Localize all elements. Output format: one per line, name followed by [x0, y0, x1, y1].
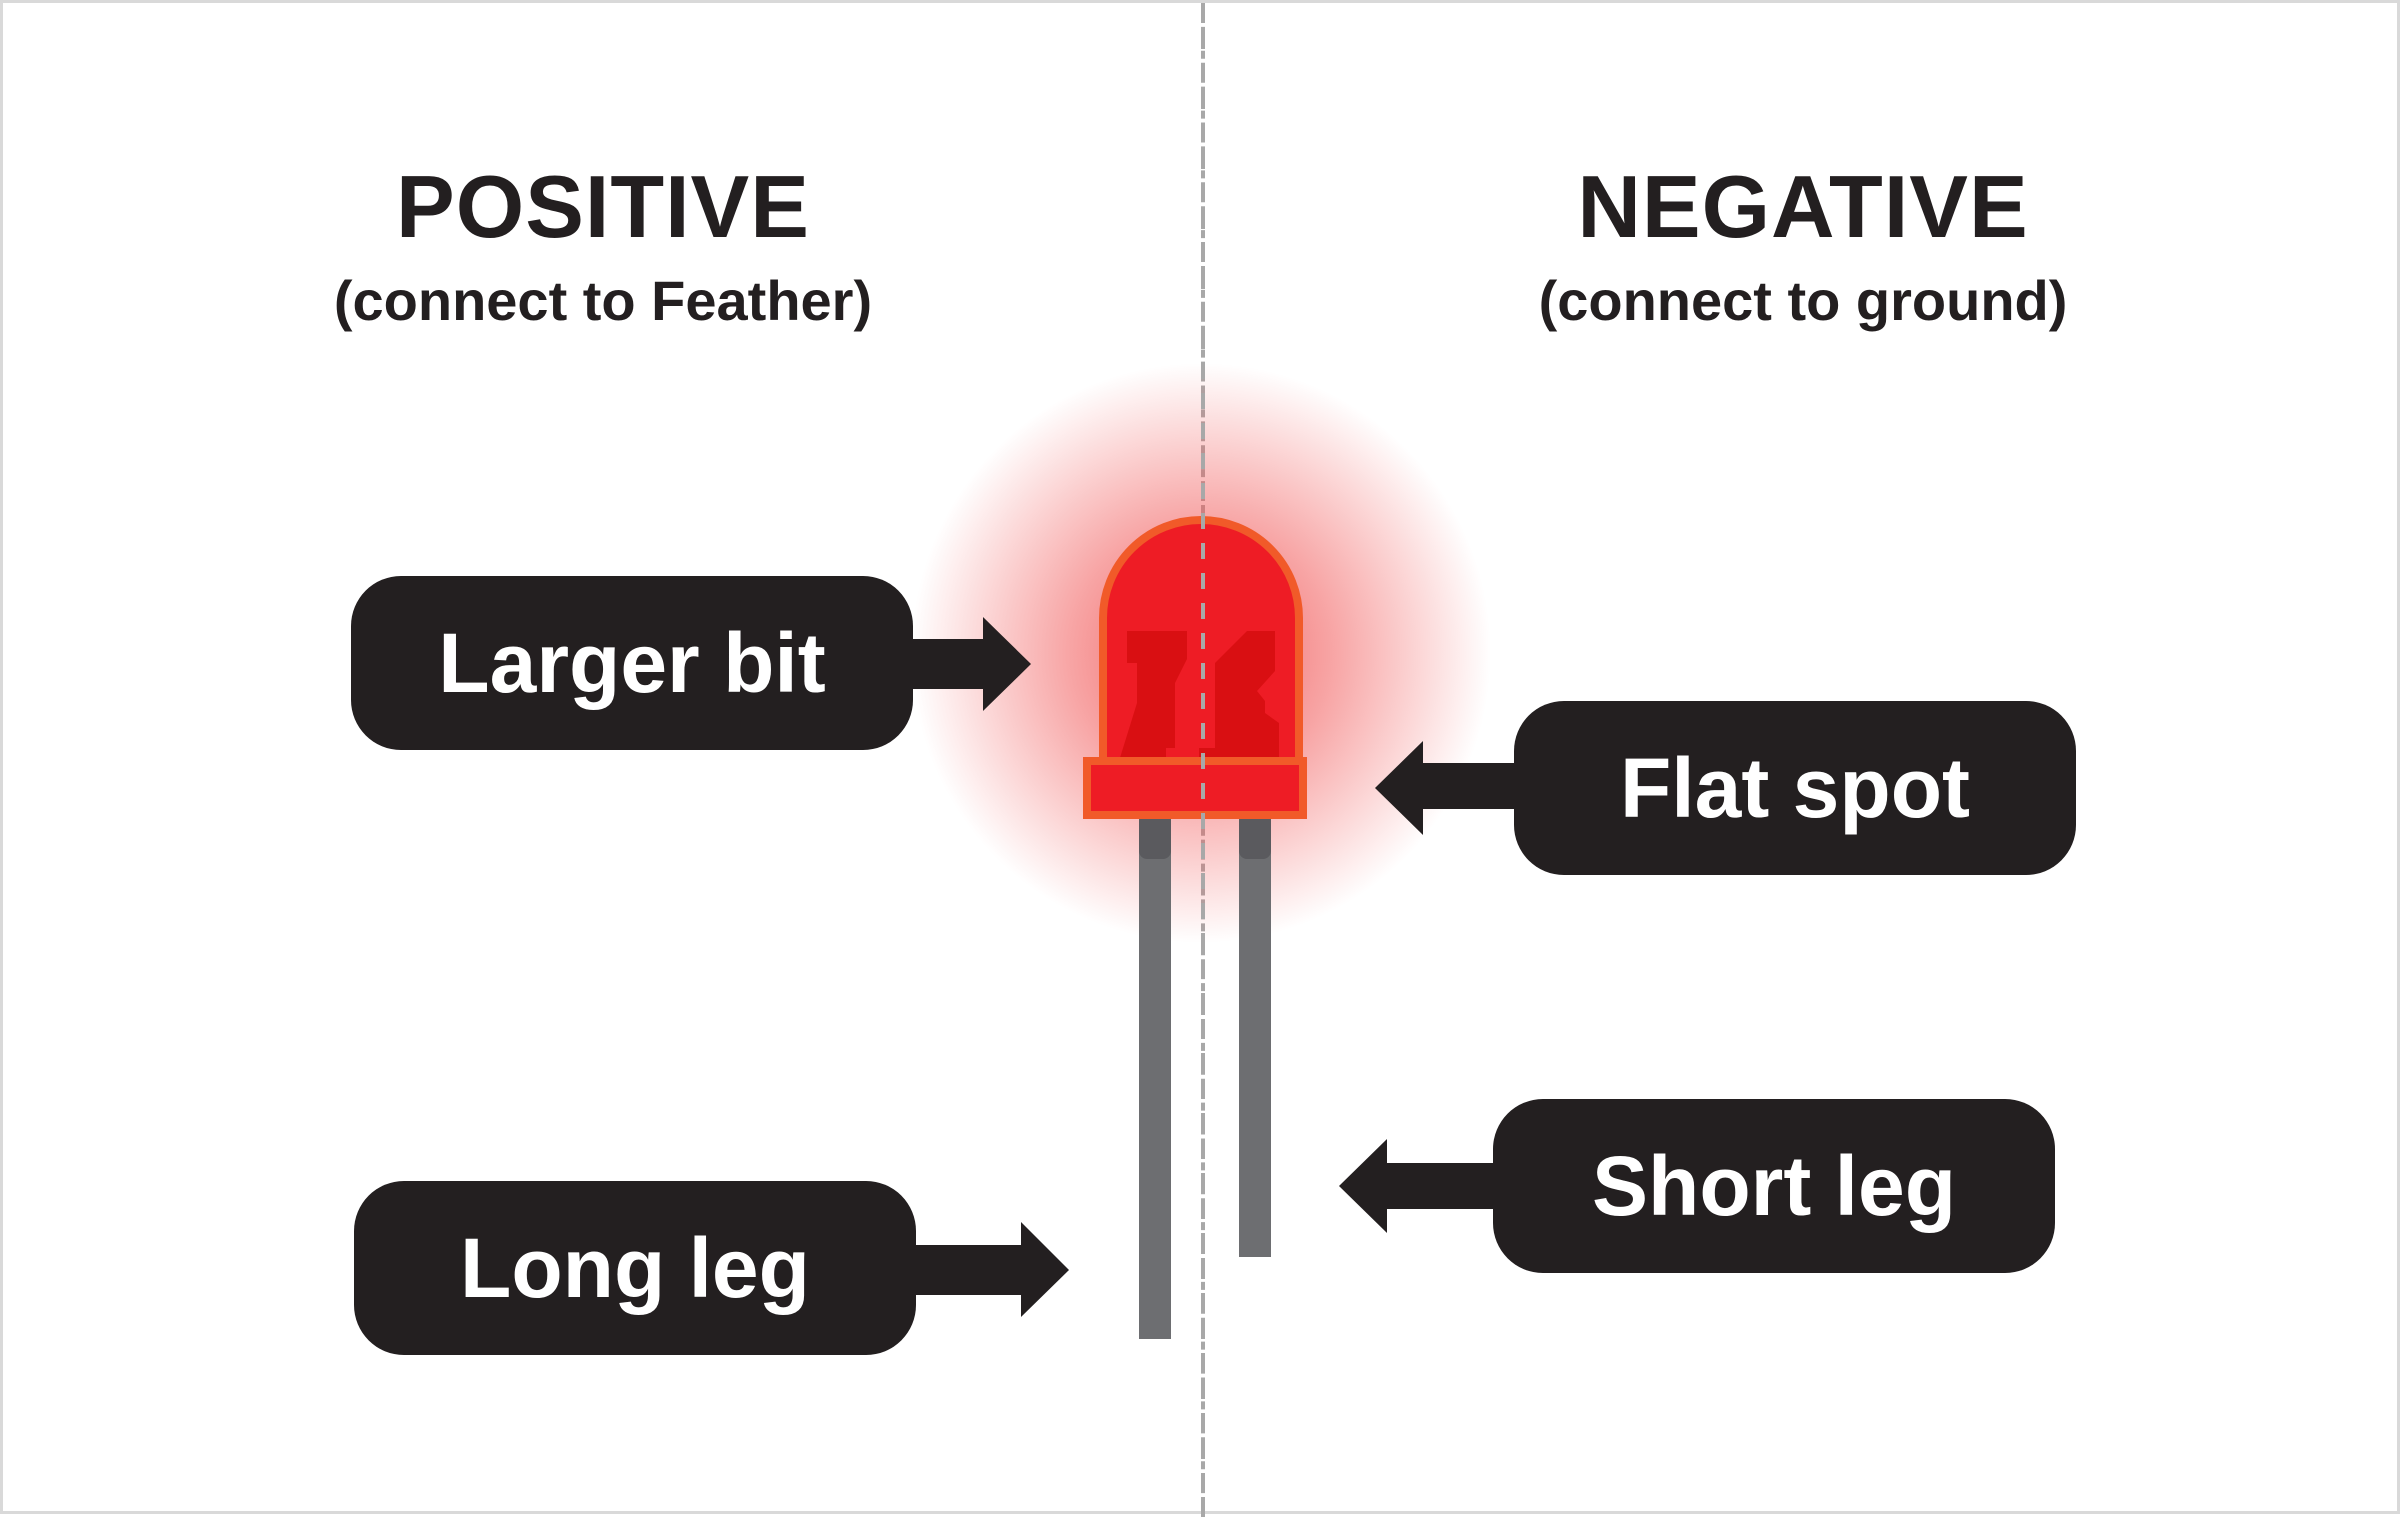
arrow-right-icon — [913, 1222, 1069, 1317]
negative-subtitle: (connect to ground) — [1538, 269, 2068, 332]
arrow-left-icon — [1339, 1139, 1497, 1233]
arrow-right-icon — [908, 617, 1031, 711]
callout-larger-bit: Larger bit — [351, 576, 913, 750]
negative-title: NEGATIVE — [1577, 157, 2029, 256]
led-rim — [1083, 757, 1307, 819]
red-led-icon — [1083, 516, 1307, 819]
positive-subtitle: (connect to Feather) — [333, 269, 873, 332]
led-illustration — [908, 3, 1519, 1517]
positive-heading: POSITIVE (connect to Feather) — [153, 163, 1053, 329]
negative-heading: NEGATIVE (connect to ground) — [1353, 163, 2253, 329]
callout-larger-bit-label: Larger bit — [438, 615, 826, 710]
callout-flat-spot: Flat spot — [1514, 701, 2076, 875]
callout-long-leg: Long leg — [354, 1181, 916, 1355]
callout-short-leg-label: Short leg — [1591, 1138, 1956, 1233]
callout-short-leg: Short leg — [1493, 1099, 2055, 1273]
short-leg-wire — [1239, 813, 1271, 1257]
positive-title: POSITIVE — [396, 157, 810, 256]
arrow-left-icon — [1375, 741, 1519, 835]
callout-long-leg-label: Long leg — [460, 1220, 810, 1315]
callout-flat-spot-label: Flat spot — [1620, 740, 1970, 835]
long-leg-wire — [1139, 813, 1171, 1339]
